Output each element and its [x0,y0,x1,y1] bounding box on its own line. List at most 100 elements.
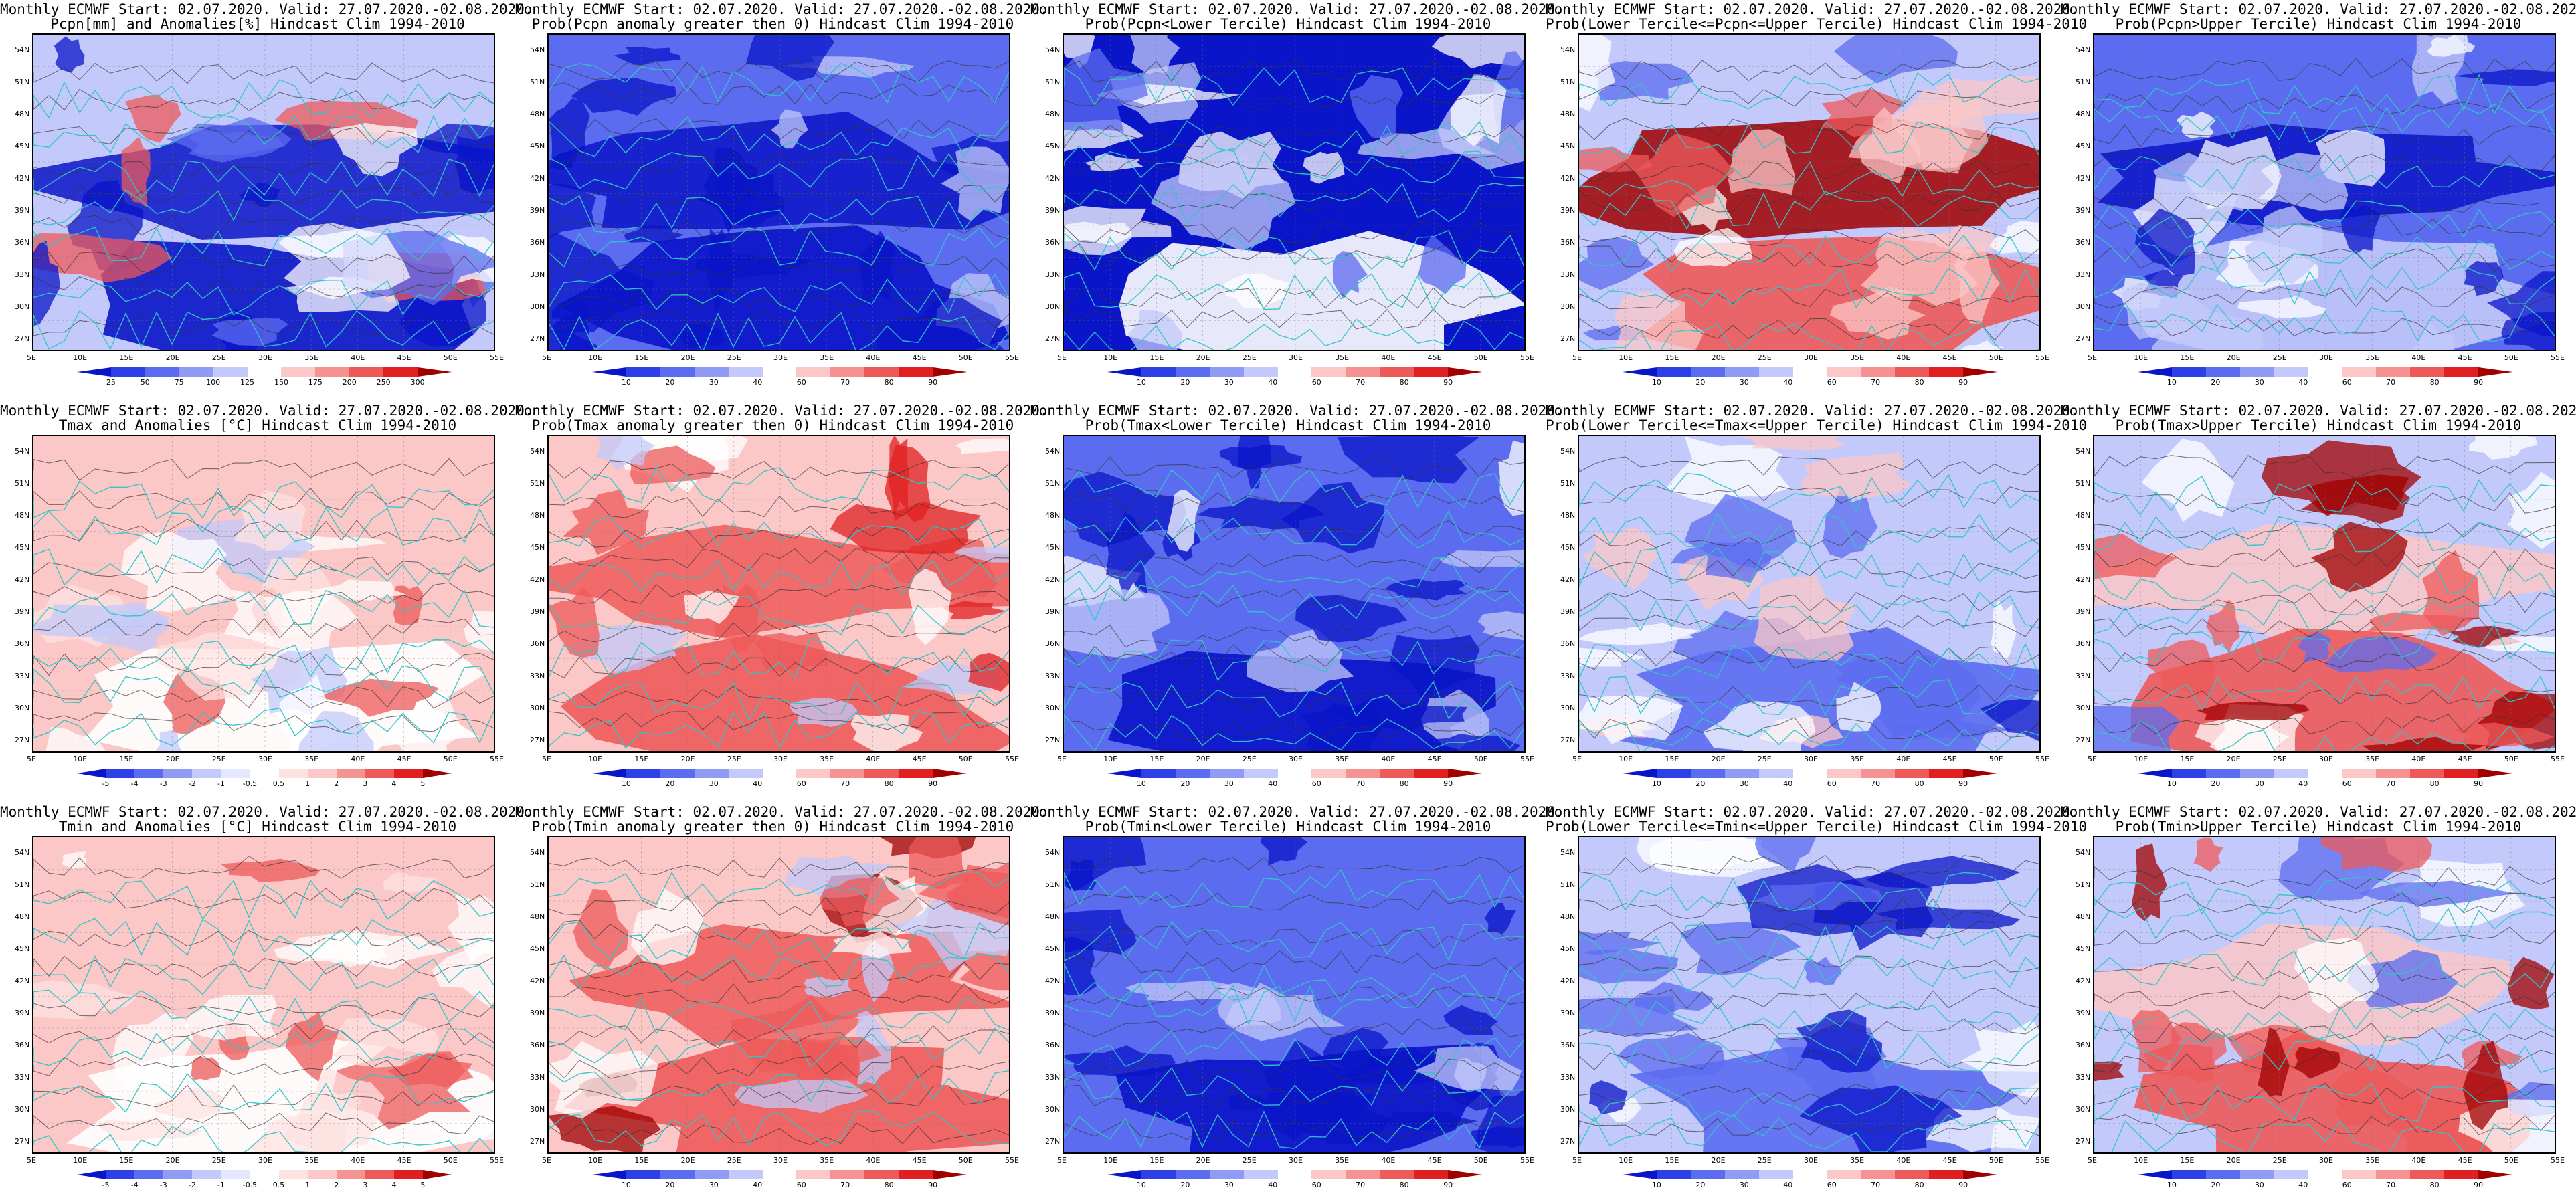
color-bar-segment [728,1170,763,1179]
panel-title-line2: Prob(Tmin<Lower Tercile) Hindcast Clim 1… [1085,819,1491,835]
color-bar-segment [1209,1170,1245,1179]
color-bar-segment [1141,367,1176,377]
color-bar-tick: 10 [1651,1181,1661,1189]
longitude-label: 10E [73,755,88,763]
longitude-label: 45E [1427,353,1442,362]
color-bar-tick: 80 [884,779,894,788]
map-canvas [1578,33,2041,351]
latitude-label: 36N [1045,639,1061,648]
longitude-label: 20E [1711,353,1726,362]
color-bar-segment [77,1170,106,1179]
longitude-label: 45E [1427,1156,1442,1165]
color-bar-segment [660,367,695,377]
latitude-label: 42N [2076,174,2091,183]
color-bar-segment [592,1170,627,1179]
longitude-label: 15E [634,1156,649,1165]
panel-title-line2: Prob(Lower Tercile<=Tmin<=Upper Tercile)… [1546,819,2088,835]
color-bar-segment [2239,769,2275,778]
latitude-label: 36N [15,1041,30,1049]
panel-title-line1: Monthly ECMWF Start: 02.07.2020. Valid: … [1030,804,1564,820]
color-bar-tick: 70 [1356,378,1366,387]
latitude-label: 36N [1560,639,1576,648]
latitude-label: 45N [530,944,545,953]
latitude-label: 42N [1045,575,1061,584]
latitude-label: 48N [15,511,30,520]
longitude-label: 20E [165,1156,180,1165]
panel-title-line1: Monthly ECMWF Start: 02.07.2020. Valid: … [1030,1,1564,17]
longitude-label: 15E [2180,1156,2195,1165]
color-bar-tick: 60 [1311,1181,1321,1189]
map-canvas [1578,435,2041,752]
latitude-label: 39N [2076,206,2091,215]
latitude-label: 39N [1560,206,1576,215]
color-bar-segment [728,367,763,377]
color-bar-segment [1448,1170,1483,1179]
latitude-label: 39N [1045,607,1061,616]
latitude-label: 45N [2076,543,2091,552]
longitude-label: 5E [542,755,551,763]
color-bar-segment [393,1170,424,1179]
color-bar-segment [592,769,627,778]
latitude-label: 39N [2076,607,2091,616]
longitude-label: 50E [1473,353,1488,362]
color-bar-tick: 40 [2298,779,2308,788]
color-bar-segment [1311,769,1346,778]
color-bar-segment [2478,1170,2513,1179]
latitude-label: 36N [1560,1041,1576,1049]
panel-title-line2: Prob(Lower Tercile<=Pcpn<=Upper Tercile)… [1546,16,2088,32]
longitude-label: 15E [119,353,134,362]
latitude-label: 45N [2076,142,2091,150]
color-bar-tick: 90 [928,378,938,387]
panel-title-line1: Monthly ECMWF Start: 02.07.2020. Valid: … [2061,1,2576,17]
field-shading [1579,35,2039,350]
color-bar-segment [336,1170,366,1179]
longitude-label: 35E [1335,1156,1350,1165]
color-bar-tick: 20 [665,378,675,387]
color-bar-segment [1414,1170,1449,1179]
latitude-label: 30N [1045,704,1061,712]
color-bar-segment [221,769,250,778]
color-bar-tick: 150 [274,378,288,387]
longitude-label: 55E [2551,1156,2565,1165]
color-bar-segment [1448,769,1483,778]
longitude-label: 15E [1149,353,1164,362]
field-shading [1064,436,1524,751]
color-bar-segment [1448,367,1483,377]
longitude-label: 35E [1850,1156,1865,1165]
latitude-label: 30N [530,302,545,311]
color-bar-segment [1346,367,1380,377]
panel-title-line1: Monthly ECMWF Start: 02.07.2020. Valid: … [0,403,533,419]
color-bar-segment [1414,367,1449,377]
color-bar-tick: 90 [2474,378,2484,387]
color-bar-tick: 80 [884,1181,894,1189]
color-bar-tick: -1 [217,1181,225,1189]
longitude-label: 45E [2458,1156,2472,1165]
color-bar-tick: 20 [1695,378,1706,387]
color-bar-segment [1414,769,1449,778]
longitude-label: 30E [773,755,788,763]
longitude-label: 55E [1005,755,1019,763]
color-bar-tick: 60 [2342,378,2352,387]
longitude-label: 25E [211,353,226,362]
longitude-label: 45E [397,353,411,362]
latitude-label: 54N [1560,848,1576,857]
longitude-label: 55E [490,1156,504,1165]
longitude-label: 20E [2226,353,2241,362]
panel-title-line2: Prob(Tmax<Lower Tercile) Hindcast Clim 1… [1085,417,1491,433]
latitude-label: 54N [1560,447,1576,456]
latitude-label: 27N [1560,334,1576,343]
latitude-label: 45N [1560,944,1576,953]
panel-title-line1: Monthly ECMWF Start: 02.07.2020. Valid: … [1030,403,1564,419]
latitude-label: 42N [1560,575,1576,584]
color-bar-segment [2308,367,2342,377]
latitude-label: 33N [2076,672,2091,680]
latitude-label: 45N [1560,543,1576,552]
longitude-label: 10E [2134,353,2148,362]
longitude-label: 45E [912,1156,927,1165]
color-bar-tick: 10 [621,378,631,387]
color-bar: 10 20 30 40 60 70 80 90 [592,1170,968,1189]
longitude-label: 35E [1850,353,1865,362]
color-bar-segment [250,769,280,778]
map-panel: Monthly ECMWF Start: 02.07.2020. Valid: … [0,401,533,803]
longitude-label: 30E [258,353,272,362]
